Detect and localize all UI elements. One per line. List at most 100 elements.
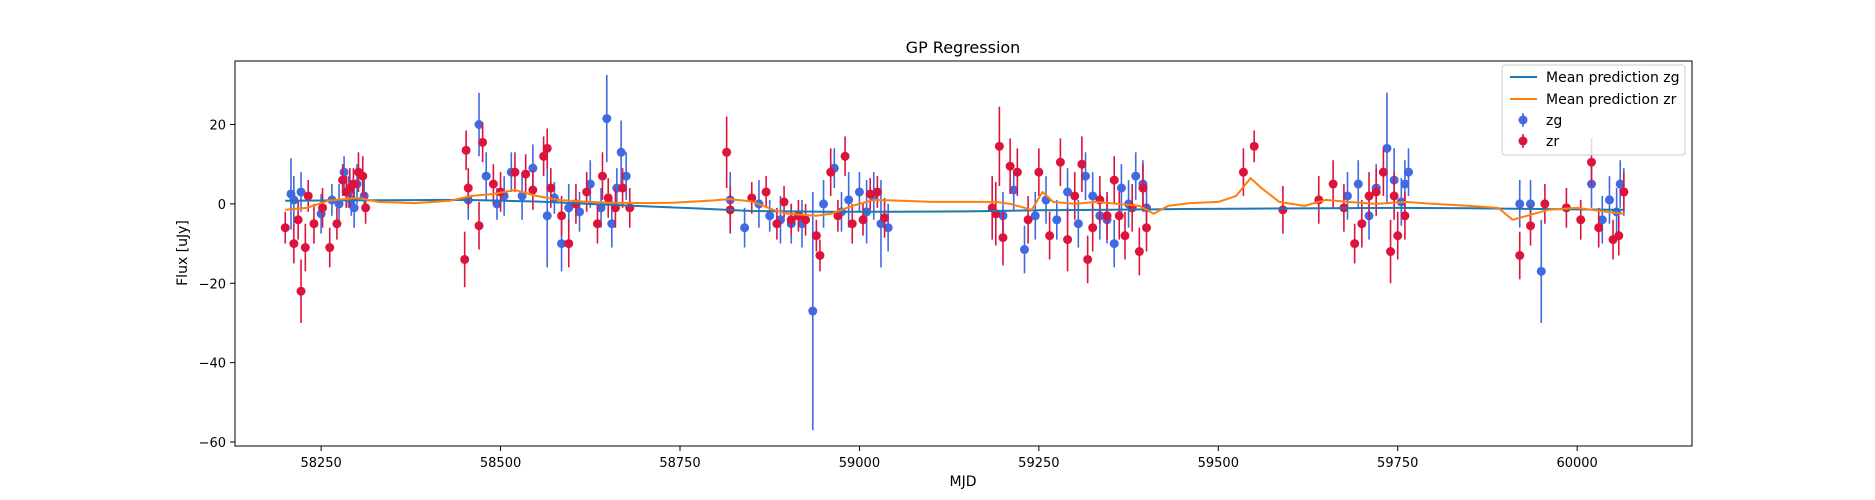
zr-data-point <box>1515 250 1525 260</box>
legend: Mean prediction zg Mean prediction zr zg… <box>1501 64 1686 156</box>
zg-data-point <box>1353 179 1363 189</box>
legend-label-zg-line: Mean prediction zg <box>1546 70 1680 86</box>
zr-data-point <box>539 151 549 161</box>
zg-data-point <box>607 219 617 229</box>
zg-data-point <box>616 147 626 157</box>
zr-data-point <box>1134 247 1144 257</box>
x-tick-label: 58250 <box>300 456 341 471</box>
zg-data-point <box>1088 191 1098 201</box>
zg-data-point <box>575 207 585 217</box>
zr-data-point <box>618 183 628 193</box>
zr-data-point <box>1249 141 1259 151</box>
zr-data-point <box>280 223 290 233</box>
zg-data-point <box>1536 266 1546 276</box>
zr-data-point <box>1619 187 1629 197</box>
mean-prediction-line <box>285 177 1624 221</box>
x-tick-label: 59250 <box>1018 456 1059 471</box>
zr-data-point <box>1063 235 1073 245</box>
zg-data-point <box>1009 185 1019 195</box>
y-tick-label: −40 <box>199 357 226 372</box>
zg-data-point <box>596 203 606 213</box>
zr-data-point <box>332 219 342 229</box>
zg-data-point <box>1597 215 1607 225</box>
zr-data-point <box>1238 167 1248 177</box>
zr-data-point <box>1055 157 1065 167</box>
zr-data-point <box>1371 187 1381 197</box>
zr-data-point <box>1587 157 1597 167</box>
zr-data-point <box>1045 231 1055 241</box>
zr-data-point <box>361 203 371 213</box>
zr-data-point <box>1023 215 1033 225</box>
y-tick-label: 20 <box>209 119 226 134</box>
zr-data-point <box>1364 191 1374 201</box>
zr-data-point <box>880 213 890 223</box>
x-axis: 58250 58500 58750 59000 59250 59500 59750 60000 <box>300 446 1598 471</box>
zr-data-point <box>348 179 358 189</box>
zg-data-point <box>1342 191 1352 201</box>
zg-data-point <box>844 195 854 205</box>
zg-data-point <box>1030 211 1040 221</box>
zr-data-point <box>510 167 520 177</box>
zr-data-point <box>1357 219 1367 229</box>
mean-prediction-lines <box>285 177 1624 221</box>
zr-data-point <box>300 243 310 253</box>
zr-data-point <box>488 179 498 189</box>
zr-data-point <box>1034 167 1044 177</box>
zr-data-point <box>1102 211 1112 221</box>
zr-data-point <box>338 175 348 185</box>
zg-data-point <box>1604 195 1614 205</box>
zr-data-point <box>478 137 488 147</box>
y-axis-label: Flux [uJy] <box>175 220 191 286</box>
x-axis-label: MJD <box>950 474 977 490</box>
zg-data-point <box>1515 199 1525 209</box>
chart-title: GP Regression <box>906 38 1021 57</box>
zr-data-point <box>815 250 825 260</box>
zr-data-point <box>603 193 613 203</box>
zr-data-point <box>1005 161 1015 171</box>
zr-data-point <box>309 219 319 229</box>
legend-frame <box>1501 64 1686 156</box>
zr-data-point <box>747 193 757 203</box>
x-tick-label: 58500 <box>480 456 521 471</box>
zg-data-point <box>585 179 595 189</box>
zr-data-point <box>1278 205 1288 215</box>
zr-data-point <box>865 189 875 199</box>
zr-data-point <box>1088 223 1098 233</box>
zg-data-point <box>602 114 612 124</box>
zr-data-point <box>542 143 552 153</box>
legend-marker <box>1518 136 1528 146</box>
zr-data-point <box>358 171 368 181</box>
y-axis: −60 −40 −20 0 20 <box>199 119 235 451</box>
zr-data-point <box>1109 175 1119 185</box>
zr-data-point <box>582 187 592 197</box>
zr-data-point <box>293 215 303 225</box>
zr-data-point <box>872 187 882 197</box>
zr-data-point <box>786 215 796 225</box>
legend-swatch-zg-points <box>1518 113 1528 127</box>
zr-data-point <box>296 286 306 296</box>
zr-data-point <box>546 183 556 193</box>
zr-data-point <box>833 211 843 221</box>
zr-data-point <box>528 185 538 195</box>
zg-data-point <box>1052 215 1062 225</box>
zr-data-point <box>521 169 531 179</box>
zr-data-point <box>1393 231 1403 241</box>
zr-data-point <box>474 221 484 231</box>
zr-data-point <box>557 211 567 221</box>
zg-data-point <box>564 203 574 213</box>
zr-data-point <box>1070 191 1080 201</box>
legend-swatch-zr-points <box>1518 134 1528 148</box>
zg-data-point <box>819 199 829 209</box>
zr-data-point <box>1120 231 1130 241</box>
zr-data-point <box>779 197 789 207</box>
zg-data-point <box>542 211 552 221</box>
zg-data-point <box>1020 245 1030 255</box>
zg-data-point <box>557 239 567 249</box>
zr-data-point <box>847 219 857 229</box>
zr-data-point <box>1077 159 1087 169</box>
zr-data-point <box>1614 231 1624 241</box>
zr-data-point <box>303 191 313 201</box>
zg-data-point <box>854 187 864 197</box>
zr-data-point <box>460 254 470 264</box>
